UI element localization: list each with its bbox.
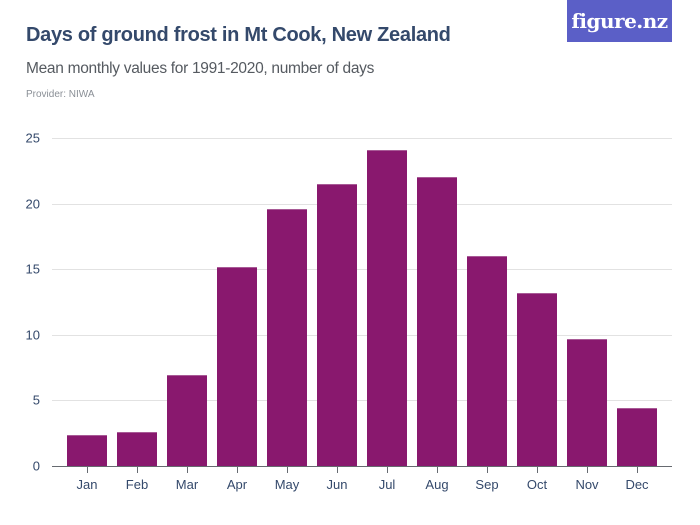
x-tick-label: Oct bbox=[526, 477, 548, 492]
bar-dec[interactable] bbox=[617, 408, 657, 466]
x-tick-label: Feb bbox=[125, 477, 149, 492]
bar-jun[interactable] bbox=[317, 183, 357, 466]
x-tick bbox=[337, 467, 338, 473]
y-tick-label: 15 bbox=[25, 261, 40, 277]
bar-jan[interactable] bbox=[67, 434, 107, 466]
bar-feb[interactable] bbox=[117, 431, 157, 466]
bar-oct[interactable] bbox=[517, 292, 557, 466]
chart-subtitle: Mean monthly values for 1991-2020, numbe… bbox=[26, 60, 375, 77]
provider-label: Provider: NIWA bbox=[26, 89, 95, 100]
x-tick-label: May bbox=[274, 477, 300, 492]
bar-apr[interactable] bbox=[217, 266, 257, 466]
gridline bbox=[52, 400, 672, 402]
x-tick-label: Aug bbox=[425, 477, 449, 492]
gridline bbox=[52, 138, 672, 139]
y-tick-label: 10 bbox=[25, 327, 40, 343]
gridline bbox=[52, 269, 672, 271]
bar-may[interactable] bbox=[267, 208, 307, 466]
bar-aug[interactable] bbox=[417, 177, 457, 466]
gridline bbox=[52, 203, 672, 205]
x-tick bbox=[237, 467, 238, 473]
x-tick-label: Mar bbox=[175, 477, 199, 492]
x-axis-line bbox=[52, 466, 672, 467]
x-tick-label: Jan bbox=[76, 477, 98, 492]
x-tick bbox=[587, 467, 588, 473]
bar-nov[interactable] bbox=[567, 338, 607, 466]
x-tick-label: Apr bbox=[226, 477, 248, 492]
x-tick-label: Jun bbox=[326, 477, 348, 492]
gridline bbox=[52, 334, 672, 336]
x-tick bbox=[437, 467, 438, 473]
x-tick bbox=[137, 467, 138, 473]
x-tick bbox=[187, 467, 188, 473]
x-tick-label: Dec bbox=[625, 477, 649, 492]
x-tick-label: Nov bbox=[575, 477, 599, 492]
x-tick-label: Jul bbox=[378, 477, 396, 492]
bar-jul[interactable] bbox=[367, 149, 407, 466]
x-tick bbox=[87, 467, 88, 473]
x-tick bbox=[637, 467, 638, 473]
y-tick-label: 5 bbox=[32, 392, 40, 408]
figure-nz-logo[interactable]: figure.nz bbox=[567, 0, 672, 42]
bar-mar[interactable] bbox=[167, 375, 207, 466]
y-tick-label: 0 bbox=[32, 458, 40, 474]
y-tick-label: 20 bbox=[25, 196, 40, 212]
x-tick bbox=[487, 467, 488, 473]
y-tick-label: 25 bbox=[25, 130, 40, 146]
bar-sep[interactable] bbox=[467, 256, 507, 466]
x-tick bbox=[387, 467, 388, 473]
logo-text: figure.nz bbox=[571, 9, 668, 33]
x-tick bbox=[537, 467, 538, 473]
x-tick-label: Sep bbox=[475, 477, 499, 492]
x-tick bbox=[287, 467, 288, 473]
chart-title: Days of ground frost in Mt Cook, New Zea… bbox=[26, 24, 451, 46]
